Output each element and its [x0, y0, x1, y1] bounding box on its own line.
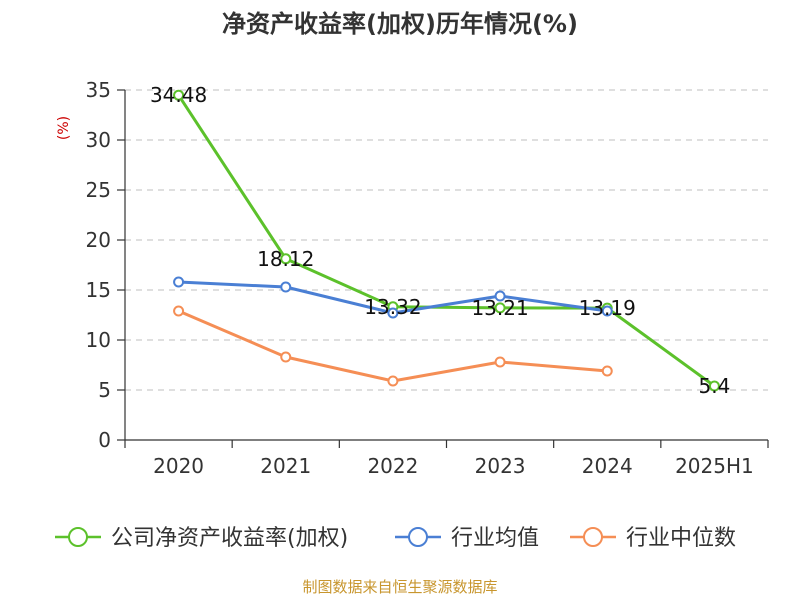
axes: 0 5 10 15 20 25 30 35 2020 2021 2022 2023 2024 2025H1	[86, 78, 769, 478]
data-point	[708, 380, 720, 392]
data-point	[601, 365, 613, 377]
data-label: 34.48	[150, 83, 207, 107]
legend-marker	[583, 527, 603, 547]
data-point	[280, 351, 292, 363]
data-label: 18.12	[257, 247, 314, 271]
legend-label: 行业中位数	[626, 526, 736, 551]
legend-label: 行业均值	[451, 526, 539, 551]
data-point	[494, 302, 506, 314]
data-point	[173, 305, 185, 317]
series-line	[177, 94, 716, 388]
y-tick-label: 20	[86, 228, 111, 252]
x-tick-label: 2025H1	[675, 454, 754, 478]
series-group	[173, 89, 720, 392]
legend-marker	[68, 527, 88, 547]
data-point	[280, 281, 292, 293]
y-tick-label: 5	[98, 378, 111, 402]
data-label: 13.19	[579, 296, 636, 320]
y-tick-label: 35	[86, 78, 111, 102]
series-line	[177, 309, 608, 383]
legend-label: 公司净资产收益率(加权)	[111, 526, 348, 551]
data-labels: 34.48 18.12 13.32 13.21 13.19 5.4	[150, 83, 730, 398]
x-tick-label: 2024	[582, 454, 633, 478]
grid-lines	[125, 89, 768, 391]
source-note: 制图数据来自恒生聚源数据库	[302, 578, 497, 596]
data-label: 13.32	[364, 295, 421, 319]
legend-marker	[408, 527, 428, 547]
x-tick-label: 2021	[260, 454, 311, 478]
data-point	[494, 356, 506, 368]
legend: 公司净资产收益率(加权) 行业均值 行业中位数	[55, 526, 736, 551]
x-tick-label: 2023	[475, 454, 526, 478]
data-point	[387, 375, 399, 387]
y-tick-label: 10	[86, 328, 111, 352]
y-tick-label: 30	[86, 128, 111, 152]
data-label: 5.4	[699, 374, 731, 398]
y-tick-label: 15	[86, 278, 111, 302]
chart-title: 净资产收益率(加权)历年情况(%)	[222, 10, 578, 38]
y-tick-label: 0	[98, 428, 111, 452]
data-point	[387, 307, 399, 319]
x-tick-label: 2020	[153, 454, 204, 478]
y-axis-label: (%)	[56, 116, 72, 140]
data-label: 13.21	[471, 296, 528, 320]
data-point	[280, 253, 292, 265]
x-tick-label: 2022	[367, 454, 418, 478]
y-tick-label: 25	[86, 178, 111, 202]
data-point	[494, 290, 506, 302]
data-point	[173, 89, 185, 101]
data-point	[173, 276, 185, 288]
data-point	[601, 305, 613, 317]
